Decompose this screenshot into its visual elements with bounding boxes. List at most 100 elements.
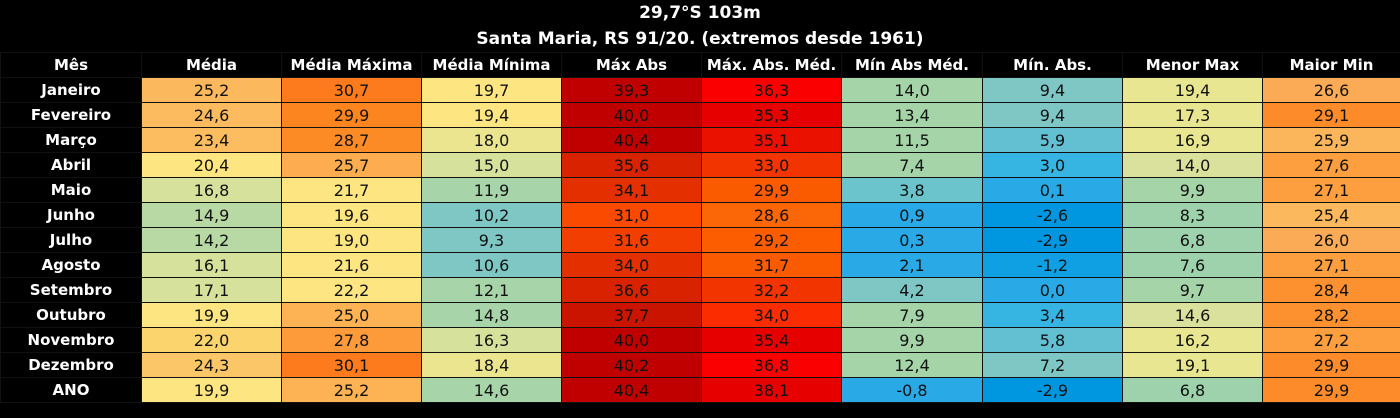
value-cell: 25,2 (141, 77, 282, 103)
value-cell: 27,2 (1262, 327, 1400, 353)
value-cell: 7,2 (982, 352, 1123, 378)
column-header: Média (141, 52, 282, 78)
value-cell: 40,0 (561, 102, 702, 128)
value-cell: 7,9 (841, 302, 983, 328)
value-cell: 36,3 (701, 77, 842, 103)
value-cell: 35,1 (701, 127, 842, 153)
month-label: Janeiro (0, 77, 142, 103)
value-cell: 28,7 (281, 127, 422, 153)
value-cell: 19,4 (421, 102, 562, 128)
value-cell: 19,0 (281, 227, 422, 253)
value-cell: 17,1 (141, 277, 282, 303)
value-cell: 22,0 (141, 327, 282, 353)
value-cell: 29,9 (1262, 377, 1400, 403)
table-row: Junho 14,9 19,6 10,2 31,0 28,6 0,9 -2,6 8,3 25,4 (0, 202, 1400, 228)
table-row: Fevereiro 24,6 29,9 19,4 40,0 35,3 13,4 9,4 17,3… (0, 102, 1400, 128)
value-cell: 29,9 (701, 177, 842, 203)
value-cell: 3,8 (841, 177, 983, 203)
value-cell: 25,0 (281, 302, 422, 328)
value-cell: 16,8 (141, 177, 282, 203)
value-cell: -1,2 (982, 252, 1123, 278)
header-row: Mês Média Média Máxima Média Mínima Máx Abs M… (0, 52, 1400, 78)
month-label: ANO (0, 377, 142, 403)
value-cell: 35,6 (561, 152, 702, 178)
table-row: Dezembro 24,3 30,1 18,4 40,2 36,8 12,4 7,2 19,1 2… (0, 352, 1400, 378)
value-cell: 14,6 (1122, 302, 1263, 328)
title-coordinates: 29,7°S 103m (639, 3, 761, 23)
value-cell: 2,1 (841, 252, 983, 278)
value-cell: 11,9 (421, 177, 562, 203)
value-cell: 34,1 (561, 177, 702, 203)
value-cell: 29,2 (701, 227, 842, 253)
column-header: Máx. Abs. Méd. (701, 52, 842, 78)
value-cell: 15,0 (421, 152, 562, 178)
value-cell: 40,2 (561, 352, 702, 378)
value-cell: 27,1 (1262, 177, 1400, 203)
column-header: Mín. Abs. (982, 52, 1123, 78)
value-cell: 7,4 (841, 152, 983, 178)
value-cell: 28,6 (701, 202, 842, 228)
value-cell: 40,4 (561, 127, 702, 153)
month-label: Dezembro (0, 352, 142, 378)
value-cell: 31,6 (561, 227, 702, 253)
value-cell: 31,0 (561, 202, 702, 228)
value-cell: 16,1 (141, 252, 282, 278)
month-label: Agosto (0, 252, 142, 278)
table-row: Março 23,4 28,7 18,0 40,4 35,1 11,5 5,9 16,9 25,9 (0, 127, 1400, 153)
value-cell: 6,8 (1122, 227, 1263, 253)
column-header: Menor Max (1122, 52, 1263, 78)
month-label: Julho (0, 227, 142, 253)
value-cell: 35,3 (701, 102, 842, 128)
value-cell: 37,7 (561, 302, 702, 328)
value-cell: 26,6 (1262, 77, 1400, 103)
value-cell: 0,9 (841, 202, 983, 228)
table-row: Maio 16,8 21,7 11,9 34,1 29,9 3,8 0,1 9,9 27,1 (0, 177, 1400, 203)
value-cell: 19,6 (281, 202, 422, 228)
value-cell: 3,0 (982, 152, 1123, 178)
value-cell: 5,8 (982, 327, 1123, 353)
value-cell: 20,4 (141, 152, 282, 178)
month-label: Setembro (0, 277, 142, 303)
value-cell: 18,0 (421, 127, 562, 153)
value-cell: 9,3 (421, 227, 562, 253)
value-cell: 38,1 (701, 377, 842, 403)
value-cell: 14,0 (1122, 152, 1263, 178)
value-cell: 17,3 (1122, 102, 1263, 128)
table-row: Janeiro 25,2 30,7 19,7 39,3 36,3 14,0 9,4 19,4 26… (0, 77, 1400, 103)
value-cell: 3,4 (982, 302, 1123, 328)
value-cell: 9,9 (1122, 177, 1263, 203)
value-cell: 0,1 (982, 177, 1123, 203)
value-cell: 12,4 (841, 352, 983, 378)
value-cell: 29,1 (1262, 102, 1400, 128)
value-cell: 14,6 (421, 377, 562, 403)
value-cell: 27,6 (1262, 152, 1400, 178)
table-row: ANO 19,9 25,2 14,6 40,4 38,1 -0,8 -2,9 6,8 29,9 (0, 377, 1400, 403)
value-cell: 7,6 (1122, 252, 1263, 278)
month-label: Maio (0, 177, 142, 203)
value-cell: 24,3 (141, 352, 282, 378)
value-cell: 11,5 (841, 127, 983, 153)
table-row: Julho 14,2 19,0 9,3 31,6 29,2 0,3 -2,9 6,8 26,0 (0, 227, 1400, 253)
value-cell: 10,6 (421, 252, 562, 278)
value-cell: 28,4 (1262, 277, 1400, 303)
value-cell: 34,0 (561, 252, 702, 278)
column-header: Média Máxima (281, 52, 422, 78)
value-cell: 40,4 (561, 377, 702, 403)
column-header: Mín Abs Méd. (841, 52, 983, 78)
value-cell: 0,3 (841, 227, 983, 253)
value-cell: 36,6 (561, 277, 702, 303)
month-label: Fevereiro (0, 102, 142, 128)
column-header: Mês (0, 52, 142, 78)
month-label: Abril (0, 152, 142, 178)
table-body: Janeiro 25,2 30,7 19,7 39,3 36,3 14,0 9,4 19,4 26… (0, 77, 1400, 403)
value-cell: 16,3 (421, 327, 562, 353)
column-header: Média Mínima (421, 52, 562, 78)
value-cell: 36,8 (701, 352, 842, 378)
value-cell: 27,1 (1262, 252, 1400, 278)
value-cell: 34,0 (701, 302, 842, 328)
value-cell: 19,4 (1122, 77, 1263, 103)
value-cell: 33,0 (701, 152, 842, 178)
value-cell: 0,0 (982, 277, 1123, 303)
value-cell: 19,9 (141, 377, 282, 403)
column-header: Maior Min (1262, 52, 1400, 78)
